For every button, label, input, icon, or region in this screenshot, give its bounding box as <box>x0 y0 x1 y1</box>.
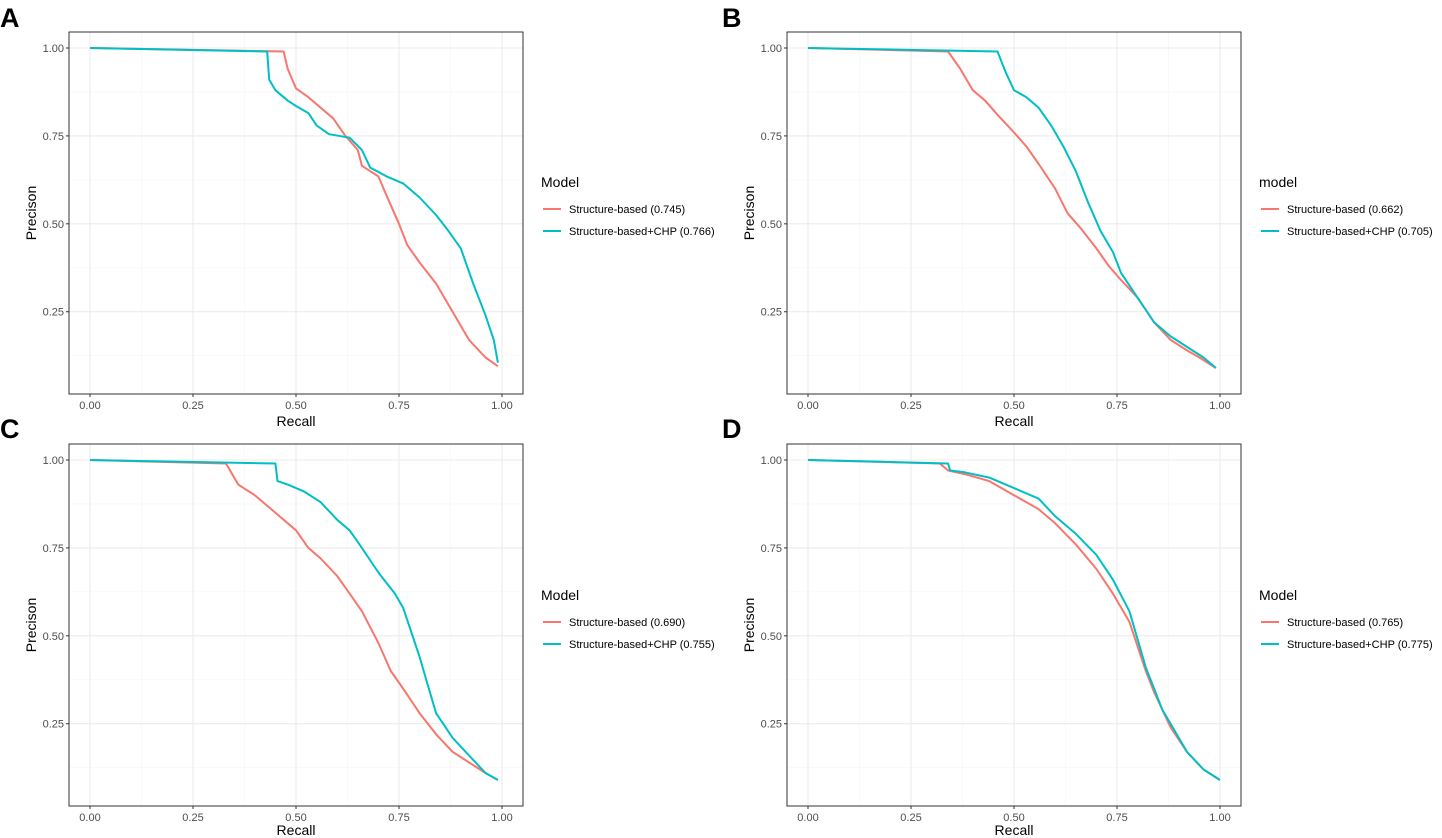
series-group <box>807 47 1217 369</box>
y-tick-label: 0.25 <box>43 719 64 731</box>
legend-label: Structure-based (0.690) <box>569 617 685 629</box>
grid <box>787 32 1241 394</box>
x-axis-title: Recall <box>277 822 316 838</box>
panel-letter: B <box>722 3 742 33</box>
x-tick-label: 0.75 <box>1106 400 1127 412</box>
x-tick-label: 0.50 <box>285 400 306 412</box>
legend-label: Structure-based (0.662) <box>1287 204 1403 216</box>
series-group <box>89 459 499 781</box>
y-tick-label: 0.75 <box>761 131 782 143</box>
x-tick-label: 0.25 <box>900 812 921 824</box>
legend: Model Structure-based (0.765) Structure-ba… <box>1259 587 1433 651</box>
legend: Model Structure-based (0.690) Structure-ba… <box>541 587 715 651</box>
panel-letter: C <box>0 414 20 444</box>
y-axis-title: Precison <box>741 598 757 652</box>
y-tick-label: 1.00 <box>761 43 782 55</box>
legend: model Structure-based (0.662) Structure-ba… <box>1259 174 1433 238</box>
x-tick-label: 0.25 <box>182 812 203 824</box>
panel-a: A 0.00 0.25 0.50 0.75 1.00 0.25 0.50 0.75 1.00 Rec… <box>0 3 715 429</box>
legend-label: Structure-based (0.745) <box>569 204 685 216</box>
y-tick-label: 0.75 <box>43 131 64 143</box>
y-tick-label: 0.50 <box>43 219 64 231</box>
panel-c: C 0.00 0.25 0.50 0.75 1.00 0.25 0.50 0.75 1.00 Rec… <box>0 414 715 838</box>
legend-label: Structure-based+CHP (0.766) <box>569 226 715 238</box>
x-tick-label: 0.00 <box>797 812 818 824</box>
legend-label: Structure-based+CHP (0.705) <box>1287 226 1433 238</box>
y-tick-label: 1.00 <box>43 43 64 55</box>
series-group <box>89 47 499 368</box>
x-tick-label: 0.75 <box>388 400 409 412</box>
x-tick-label: 0.50 <box>1003 812 1024 824</box>
legend: Model Structure-based (0.745) Structure-ba… <box>541 174 715 238</box>
x-tick-label: 1.00 <box>491 400 512 412</box>
y-tick-label: 0.50 <box>43 631 64 643</box>
x-axis-title: Recall <box>277 413 316 429</box>
panel-letter: D <box>722 414 742 444</box>
x-tick-label: 1.00 <box>1209 812 1230 824</box>
legend-label: Structure-based+CHP (0.775) <box>1287 639 1433 651</box>
panel-b: B 0.00 0.25 0.50 0.75 1.00 0.25 0.50 0.75 1.00 Rec… <box>722 3 1433 429</box>
x-axis-title: Recall <box>995 413 1034 429</box>
y-axis-title: Precison <box>741 186 757 240</box>
legend-title: Model <box>541 587 579 603</box>
series-line-structure-based-chp <box>807 459 1221 781</box>
y-tick-label: 0.25 <box>761 307 782 319</box>
series-line-structure-based <box>807 47 1217 369</box>
x-tick-label: 0.25 <box>182 400 203 412</box>
y-tick-label: 0.50 <box>761 219 782 231</box>
legend-label: Structure-based+CHP (0.755) <box>569 639 715 651</box>
x-tick-label: 0.50 <box>285 812 306 824</box>
y-tick-label: 0.75 <box>761 543 782 555</box>
series-line-structure-based-chp <box>89 459 499 781</box>
series-line-structure-based <box>89 459 499 781</box>
y-tick-label: 1.00 <box>761 455 782 467</box>
y-tick-label: 1.00 <box>43 455 64 467</box>
y-tick-label: 0.75 <box>43 543 64 555</box>
y-axis-title: Precison <box>23 598 39 652</box>
x-tick-label: 0.25 <box>900 400 921 412</box>
legend-title: model <box>1259 174 1297 190</box>
series-line-structure-based <box>807 459 1221 781</box>
series-line-structure-based <box>89 47 499 368</box>
x-tick-label: 0.75 <box>1106 812 1127 824</box>
y-tick-label: 0.25 <box>761 719 782 731</box>
x-tick-label: 1.00 <box>1209 400 1230 412</box>
legend-label: Structure-based (0.765) <box>1287 617 1403 629</box>
y-tick-label: 0.25 <box>43 307 64 319</box>
x-tick-label: 1.00 <box>491 812 512 824</box>
x-tick-label: 0.50 <box>1003 400 1024 412</box>
grid <box>69 444 523 806</box>
panel-d: D 0.00 0.25 0.50 0.75 1.00 0.25 0.50 0.75 1.00 Rec… <box>722 414 1433 838</box>
series-line-structure-based-chp <box>89 47 499 363</box>
panel-letter: A <box>0 3 20 33</box>
series-group <box>807 459 1221 781</box>
legend-title: Model <box>541 174 579 190</box>
x-tick-label: 0.75 <box>388 812 409 824</box>
x-tick-label: 0.00 <box>79 812 100 824</box>
x-axis-title: Recall <box>995 822 1034 838</box>
x-tick-label: 0.00 <box>797 400 818 412</box>
y-axis-title: Precison <box>23 186 39 240</box>
series-line-structure-based-chp <box>807 47 1217 369</box>
grid <box>69 32 523 394</box>
legend-title: Model <box>1259 587 1297 603</box>
x-tick-label: 0.00 <box>79 400 100 412</box>
grid <box>787 444 1241 806</box>
y-tick-label: 0.50 <box>761 631 782 643</box>
